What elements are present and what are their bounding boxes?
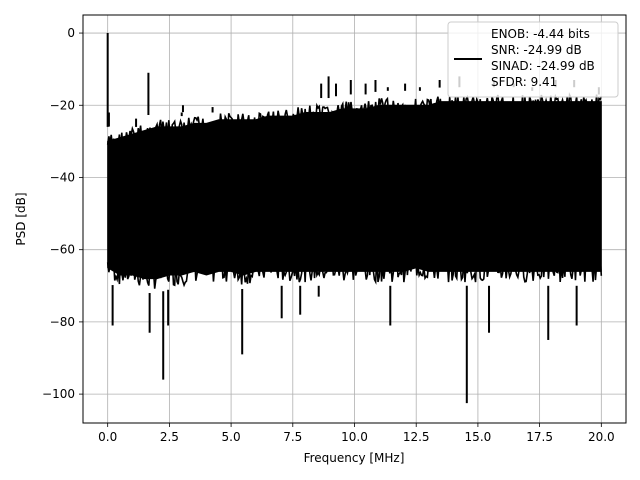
psd-upper-edge	[106, 92, 603, 151]
legend-entry-snr: SNR: -24.99 dB	[491, 43, 582, 57]
legend: ENOB: -4.44 bits SNR: -24.99 dB SINAD: -…	[447, 21, 619, 98]
x-tick-label: 2.5	[160, 430, 179, 444]
y-tick-label: −80	[50, 315, 75, 329]
legend-entry-sinad: SINAD: -24.99 dB	[491, 59, 595, 73]
x-tick-label: 0.0	[98, 430, 117, 444]
psd-lower-edge	[106, 252, 603, 289]
x-axis-label: Frequency [MHz]	[304, 451, 405, 465]
y-tick-label: −20	[50, 98, 75, 112]
legend-entry-enob: ENOB: -4.44 bits	[491, 27, 590, 41]
y-tick-label: −60	[50, 243, 75, 257]
y-tick-label: −100	[42, 387, 75, 401]
y-axis: 0 −20 −40 −60 −80 −100	[42, 26, 83, 401]
series-group	[106, 33, 603, 404]
legend-entry-sfdr: SFDR: 9.41	[491, 75, 557, 89]
x-tick-label: 7.5	[283, 430, 302, 444]
x-tick-label: 5.0	[222, 430, 241, 444]
y-axis-label: PSD [dB]	[14, 192, 28, 245]
y-tick-label: 0	[67, 26, 75, 40]
x-tick-label: 10.0	[341, 430, 368, 444]
y-tick-label: −40	[50, 170, 75, 184]
x-tick-label: 12.5	[403, 430, 430, 444]
x-tick-label: 20.0	[588, 430, 615, 444]
x-tick-label: 17.5	[526, 430, 553, 444]
x-tick-label: 15.0	[465, 430, 492, 444]
x-axis: 0.0 2.5 5.0 7.5 10.0 12.5 15.0 17.5 20.0	[98, 423, 615, 444]
legend-box	[447, 21, 619, 98]
